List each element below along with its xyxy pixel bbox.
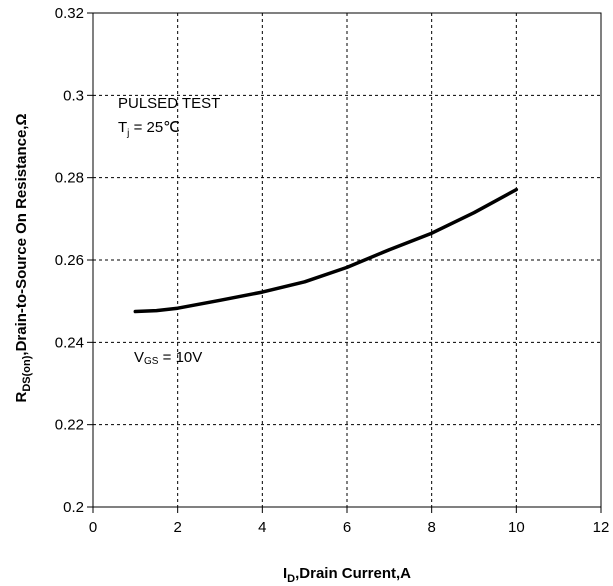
series-layer (133, 187, 519, 314)
junction-temp-symbol: T (118, 119, 127, 136)
x-axis-title: ID,Drain Current,A (283, 565, 411, 585)
x-tick-label: 0 (89, 519, 97, 536)
tick-marks (87, 12, 602, 513)
y-tick-label: 0.22 (55, 417, 84, 434)
rds-on-curve (133, 187, 519, 314)
junction-temp-value: = 25℃ (129, 119, 180, 136)
y-tick-label: 0.28 (55, 170, 84, 187)
x-tick-label: 12 (593, 519, 610, 536)
y-axis-title-subscript: DS(on) (21, 355, 33, 391)
vgs-label: VGS = 10V (134, 349, 202, 367)
y-tick-label: 0.32 (55, 5, 84, 22)
y-axis-title-rest: ,Drain-to-Source On Resistance,Ω (13, 114, 30, 356)
y-tick-label: 0.3 (63, 87, 84, 104)
vgs-value: = 10V (158, 349, 202, 366)
y-axis-title: RDS(on),Drain-to-Source On Resistance,Ω (13, 114, 33, 403)
y-tick-label: 0.26 (55, 252, 84, 269)
y-tick-label: 0.24 (55, 334, 84, 351)
y-tick-labels: 0.2 0.22 0.24 0.26 0.28 0.3 0.32 (55, 5, 84, 516)
x-tick-label: 6 (343, 519, 351, 536)
y-axis-title-symbol: R (13, 391, 30, 402)
x-tick-labels: 0 2 4 6 8 10 12 (89, 519, 610, 536)
x-axis-title-subscript: D (287, 573, 295, 585)
junction-temp-subscript: j (126, 128, 129, 139)
vgs-subscript: GS (144, 356, 159, 367)
grid-lines (93, 13, 601, 507)
vgs-symbol: V (134, 349, 144, 366)
x-axis-title-rest: ,Drain Current,A (295, 565, 411, 582)
junction-temp-label: Tj = 25℃ (118, 119, 180, 139)
x-tick-label: 4 (258, 519, 266, 536)
x-tick-label: 8 (427, 519, 435, 536)
x-axis-title-symbol: I (283, 565, 287, 582)
pulsed-test-label: PULSED TEST (118, 95, 220, 112)
x-tick-label: 2 (173, 519, 181, 536)
y-tick-label: 0.2 (63, 499, 84, 516)
x-tick-label: 10 (508, 519, 525, 536)
